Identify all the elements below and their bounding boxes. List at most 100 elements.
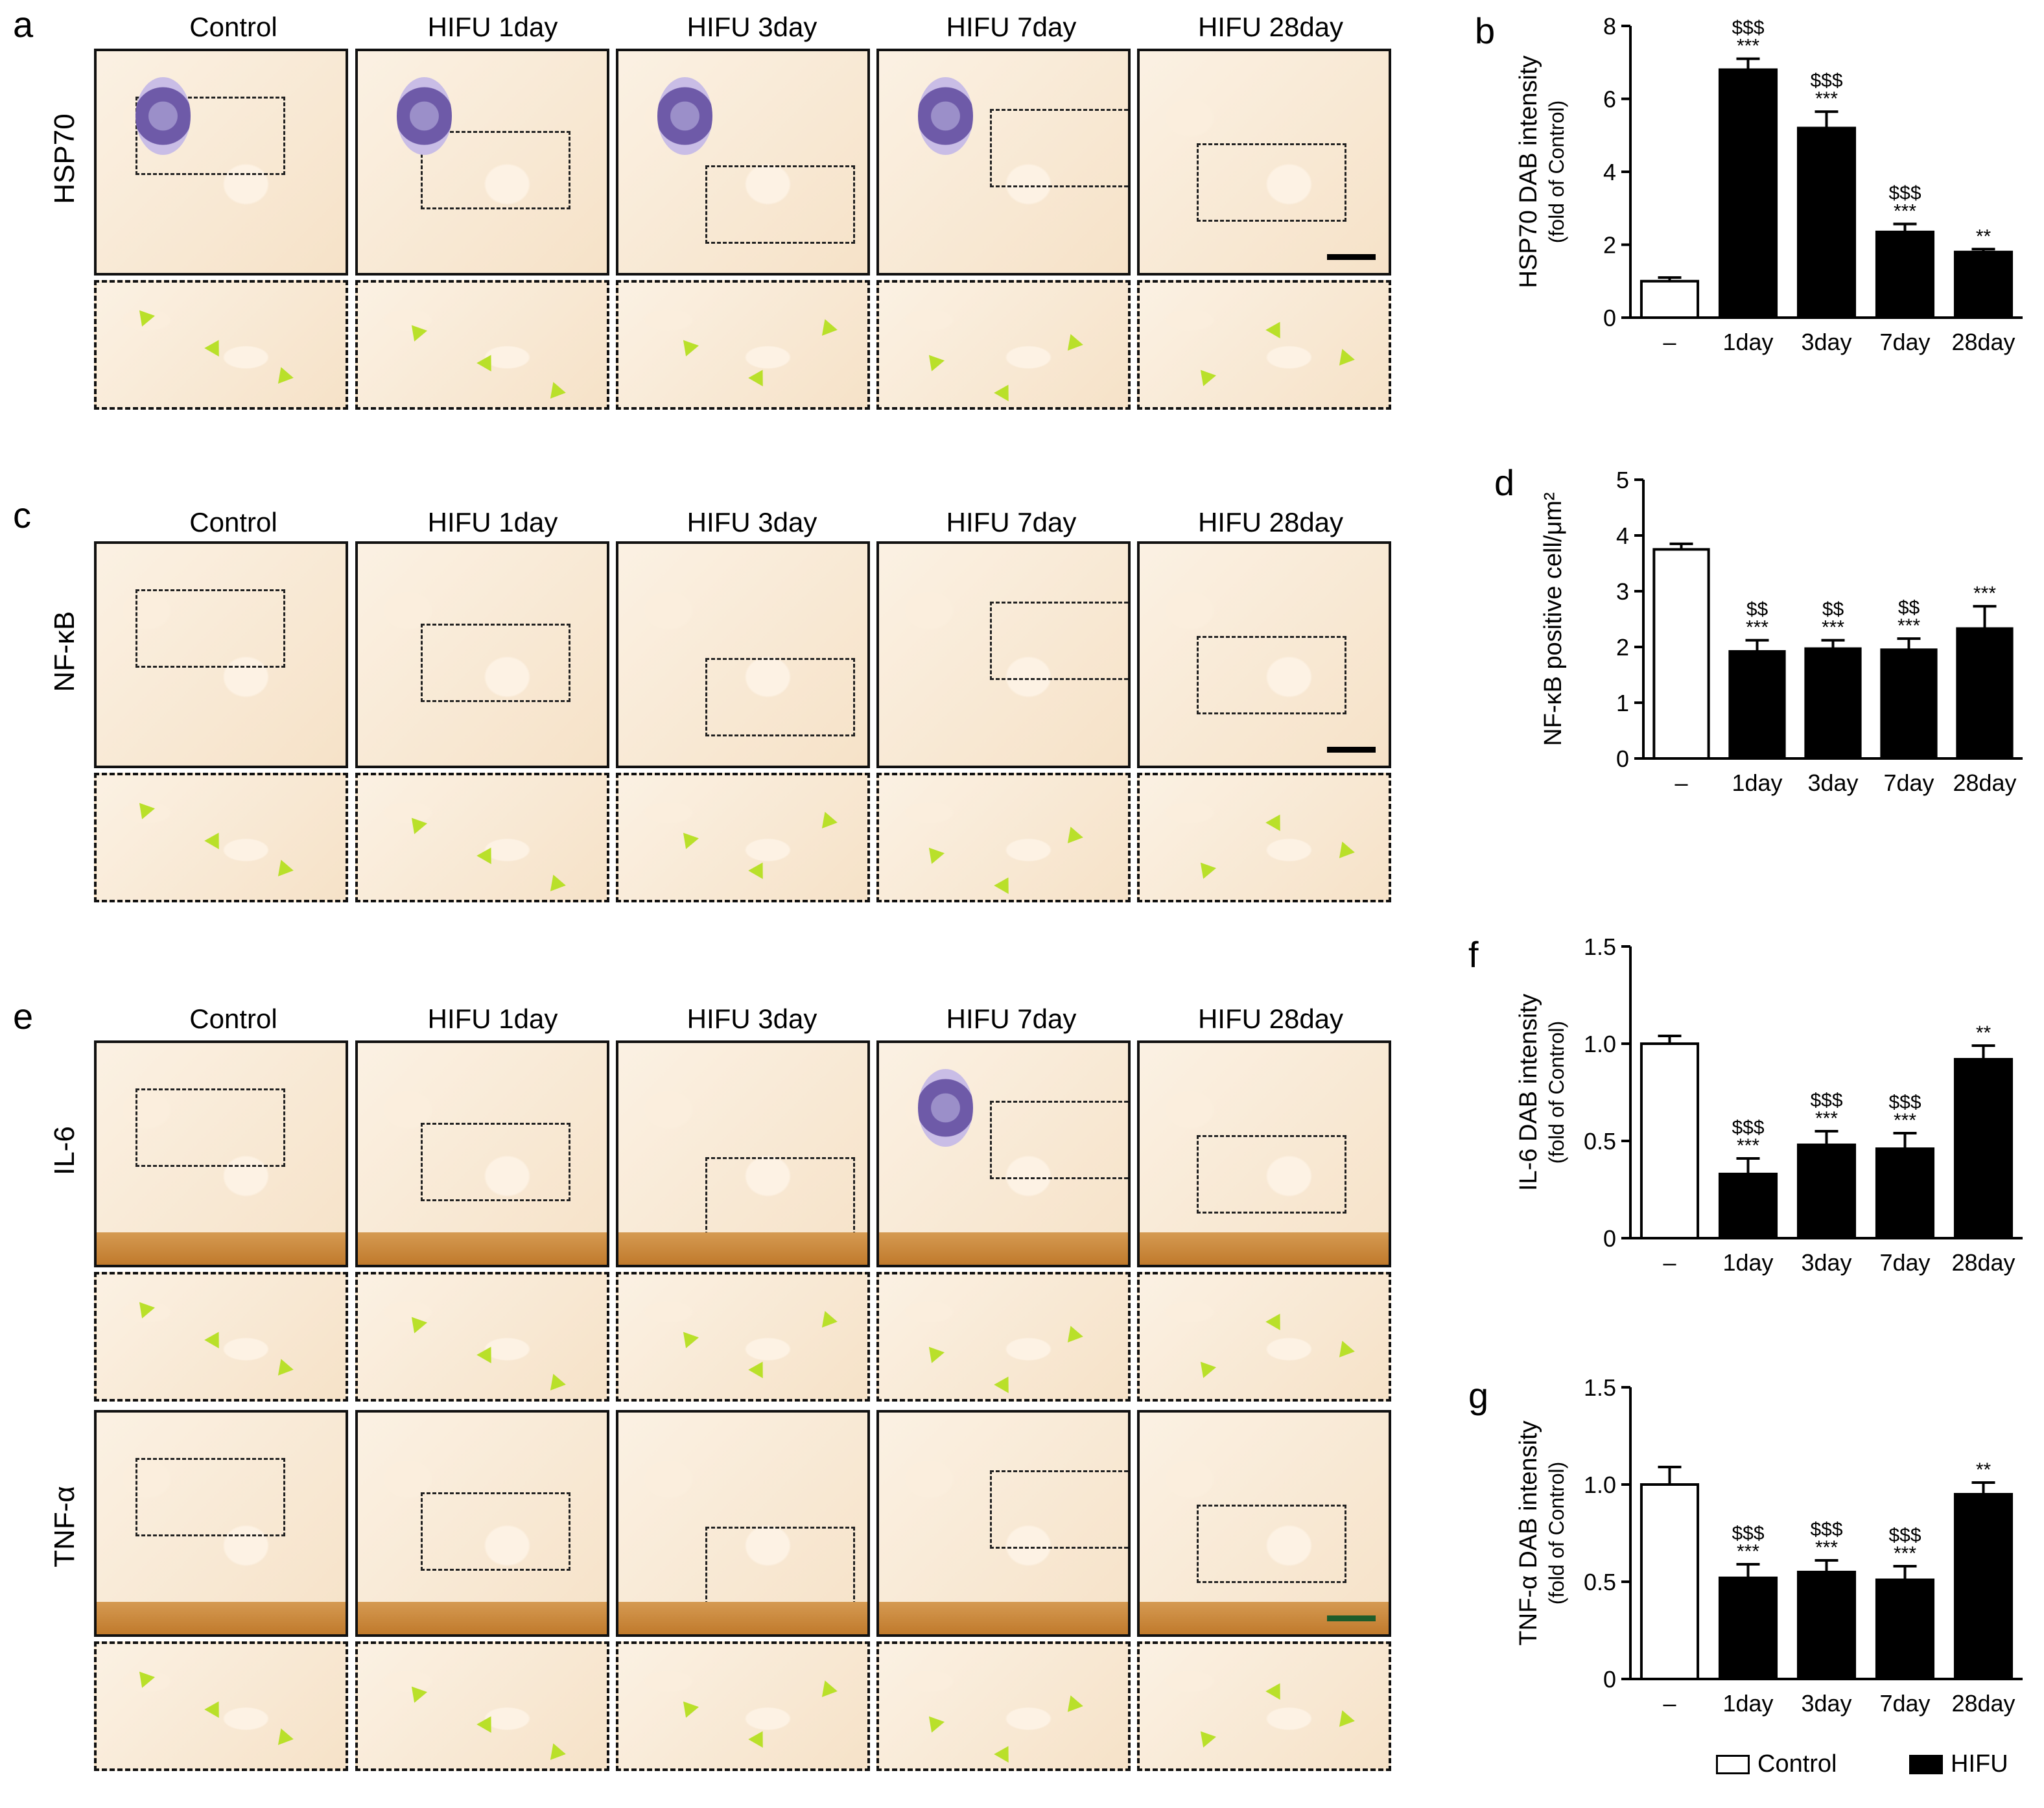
significance-label: $$$ bbox=[1732, 1117, 1764, 1138]
micrograph-il6-2 bbox=[616, 1040, 870, 1267]
scale-bar bbox=[1327, 1615, 1376, 1621]
arrowhead-marker bbox=[476, 843, 499, 865]
legend-control: Control bbox=[1716, 1750, 1837, 1778]
arrowhead-marker bbox=[922, 1341, 945, 1363]
panel-letter-c: c bbox=[13, 495, 31, 535]
micrograph-zoom-tnfa-3 bbox=[876, 1641, 1131, 1771]
micrograph-hsp70-4 bbox=[1137, 49, 1391, 276]
header-control: Control bbox=[189, 1004, 277, 1034]
legend-control-swatch bbox=[1716, 1754, 1750, 1774]
micrograph-zoom-nfkb-4 bbox=[1137, 773, 1391, 902]
header-hifu-7day: HIFU 7day bbox=[946, 1004, 1077, 1034]
micrograph-zoom-tnfa-4 bbox=[1137, 1641, 1391, 1771]
arrowhead-marker bbox=[1339, 841, 1357, 861]
micrograph-zoom-il6-3 bbox=[876, 1272, 1131, 1402]
x-tick-label: 1day bbox=[1732, 769, 1782, 796]
x-tick-label: – bbox=[1663, 1690, 1676, 1717]
y-tick-label: 0 bbox=[1603, 1666, 1616, 1693]
micrograph-hsp70-1 bbox=[355, 49, 609, 276]
micrograph-zoom-nfkb-3 bbox=[876, 773, 1131, 902]
roi-box bbox=[1197, 1505, 1346, 1583]
legend-hifu: HIFU bbox=[1909, 1750, 2008, 1778]
arrowhead-marker bbox=[132, 1297, 156, 1319]
arrowhead-marker bbox=[204, 1327, 226, 1349]
chart-tnfa: 0 0.5 1.0 1.5 TNF-α DAB intensity (fold of Co… bbox=[1515, 1374, 2023, 1717]
roi-box bbox=[990, 109, 1128, 187]
header-control: Control bbox=[189, 12, 277, 42]
arrowhead-marker bbox=[676, 1326, 699, 1348]
row-label-nfkb: NF-κB bbox=[49, 611, 80, 692]
legend-hifu-label: HIFU bbox=[1951, 1750, 2008, 1778]
arrowhead-marker bbox=[1339, 1710, 1357, 1730]
y-tick-label: 5 bbox=[1616, 467, 1629, 493]
micrograph-il6-4 bbox=[1137, 1040, 1391, 1267]
significance-label: *** bbox=[1815, 88, 1838, 110]
arrowhead-marker bbox=[1193, 1356, 1217, 1378]
bar-3day bbox=[1796, 126, 1857, 319]
significance-label: ** bbox=[1976, 1022, 1991, 1044]
significance-label: $$$ bbox=[1888, 1092, 1921, 1113]
arrowhead-marker bbox=[132, 1666, 156, 1688]
micrograph-tnfa-3 bbox=[876, 1410, 1131, 1637]
significance-label: $$ bbox=[1746, 599, 1768, 620]
y-tick-label: 0 bbox=[1603, 1225, 1616, 1252]
y-tick-label: 2 bbox=[1616, 634, 1629, 661]
hair-follicle bbox=[397, 77, 452, 155]
significance-label: ** bbox=[1976, 226, 1991, 247]
micrograph-zoom-hsp70-0 bbox=[94, 280, 348, 410]
roi-box bbox=[1197, 143, 1346, 222]
significance-label: *** bbox=[1815, 1537, 1838, 1558]
y-tick-label: 4 bbox=[1603, 159, 1616, 185]
x-tick-label: 1day bbox=[1722, 329, 1773, 355]
arrowhead-marker bbox=[821, 812, 840, 831]
header-hifu-28day: HIFU 28day bbox=[1197, 12, 1344, 42]
micrograph-nfkb-4 bbox=[1137, 541, 1391, 768]
arrowhead-marker bbox=[1193, 364, 1217, 386]
bar-7day bbox=[1880, 648, 1938, 760]
significance-label: *** bbox=[1822, 617, 1844, 639]
tissue-band bbox=[97, 1232, 346, 1265]
scale-bar bbox=[1327, 747, 1376, 753]
y-axis-label: HSP70 DAB intensity bbox=[1515, 55, 1542, 288]
x-tick-label: 28day bbox=[1951, 1690, 2015, 1717]
arrowhead-marker bbox=[676, 1696, 699, 1718]
roi-box bbox=[135, 1088, 285, 1167]
micrograph-il6-1 bbox=[355, 1040, 609, 1267]
y-axis-label: TNF-α DAB intensity bbox=[1515, 1420, 1542, 1645]
x-tick-label: 28day bbox=[1951, 1249, 2015, 1276]
x-tick-label: 1day bbox=[1722, 1690, 1773, 1717]
tissue-band bbox=[618, 1232, 867, 1265]
arrowhead-marker bbox=[204, 828, 226, 850]
row-label-hsp70: HSP70 bbox=[49, 113, 80, 204]
header-hifu-3day: HIFU 3day bbox=[687, 507, 817, 537]
bar-3day bbox=[1796, 1144, 1857, 1239]
significance-label: *** bbox=[1815, 1108, 1838, 1129]
micrograph-zoom-nfkb-2 bbox=[616, 773, 870, 902]
arrowhead-marker bbox=[1265, 1678, 1287, 1700]
x-tick-label: – bbox=[1663, 329, 1676, 355]
roi-box bbox=[135, 97, 285, 175]
y-tick-label: 1.5 bbox=[1584, 933, 1616, 960]
x-tick-label: 7day bbox=[1879, 329, 1930, 355]
y-tick-label: 1.5 bbox=[1584, 1374, 1616, 1401]
x-tick-label: 7day bbox=[1883, 769, 1934, 796]
significance-label: $$ bbox=[1822, 599, 1844, 620]
bar-1day bbox=[1718, 1577, 1778, 1680]
arrowhead-marker bbox=[277, 367, 296, 386]
micrograph-nfkb-1 bbox=[355, 541, 609, 768]
micrograph-zoom-il6-4 bbox=[1137, 1272, 1391, 1402]
roi-box bbox=[421, 624, 570, 702]
roi-box bbox=[705, 165, 855, 244]
roi-box bbox=[990, 602, 1128, 680]
arrowhead-marker bbox=[1339, 349, 1357, 368]
bar-28day bbox=[1953, 1493, 2014, 1680]
roi-box bbox=[135, 589, 285, 668]
y-axis-sublabel: (fold of Control) bbox=[1545, 1021, 1568, 1164]
scale-bar bbox=[1327, 254, 1376, 260]
x-tick-label: 28day bbox=[1953, 769, 2016, 796]
arrowhead-marker bbox=[821, 319, 840, 338]
y-tick-label: 1.0 bbox=[1584, 1031, 1616, 1057]
arrowhead-marker bbox=[922, 1711, 945, 1733]
header-hifu-1day: HIFU 1day bbox=[427, 1004, 558, 1034]
y-tick-label: 0.5 bbox=[1584, 1569, 1616, 1595]
